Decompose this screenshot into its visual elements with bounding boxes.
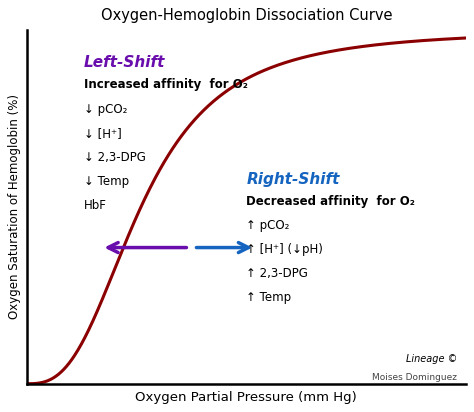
Y-axis label: Oxygen Saturation of Hemoglobin (%): Oxygen Saturation of Hemoglobin (%) xyxy=(9,94,21,319)
Text: ↑ [H⁺] (↓pH): ↑ [H⁺] (↓pH) xyxy=(246,243,323,256)
Text: ↓ 2,3-DPG: ↓ 2,3-DPG xyxy=(84,151,146,164)
Text: ↓ Temp: ↓ Temp xyxy=(84,175,129,188)
Text: ↑ 2,3-DPG: ↑ 2,3-DPG xyxy=(246,267,308,280)
Title: Oxygen-Hemoglobin Dissociation Curve: Oxygen-Hemoglobin Dissociation Curve xyxy=(100,8,392,23)
Text: ↑ Temp: ↑ Temp xyxy=(246,291,292,304)
Text: Increased affinity  for O₂: Increased affinity for O₂ xyxy=(84,78,248,91)
Text: Decreased affinity  for O₂: Decreased affinity for O₂ xyxy=(246,194,415,208)
Text: ↓ [H⁺]: ↓ [H⁺] xyxy=(84,126,122,140)
X-axis label: Oxygen Partial Pressure (mm Hg): Oxygen Partial Pressure (mm Hg) xyxy=(136,391,357,404)
Text: Moises Dominguez: Moises Dominguez xyxy=(372,373,457,382)
Text: Left-Shift: Left-Shift xyxy=(84,55,165,70)
Text: ↓ pCO₂: ↓ pCO₂ xyxy=(84,103,128,115)
Text: ↑ pCO₂: ↑ pCO₂ xyxy=(246,219,290,232)
Text: Lineage ©: Lineage © xyxy=(406,354,457,364)
Text: HbF: HbF xyxy=(84,199,107,212)
Text: Right-Shift: Right-Shift xyxy=(246,171,340,187)
